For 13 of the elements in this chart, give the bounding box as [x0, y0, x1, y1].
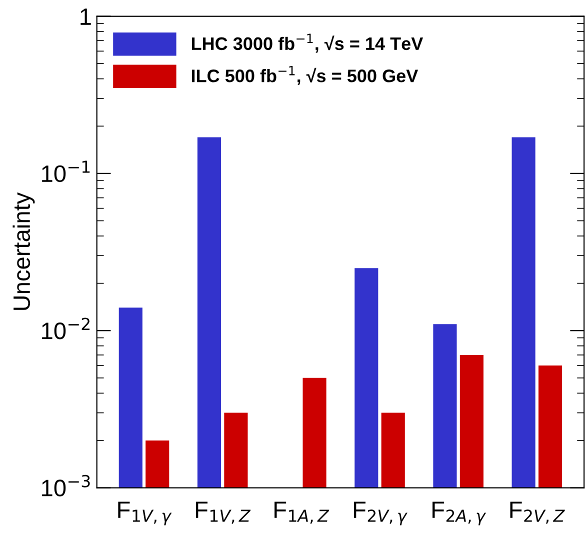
x-tick-label: F$_{2A,γ}$ [432, 502, 486, 526]
y-tick-label: 10$^{−2}$ [42, 318, 90, 340]
x-tick-label: F$_{2V,Z}$ [510, 502, 565, 524]
legend-label: LHC 3000 fb$^{−1}$, √s = 14 TeV [192, 34, 424, 53]
x-tick-label: F$_{1A,Z}$ [274, 502, 330, 524]
y-axis-title: Uncertainty [12, 192, 35, 310]
y-tick-label: 10$^{−3}$ [42, 474, 90, 496]
x-tick-label: F$_{2V,γ}$ [354, 502, 408, 526]
y-tick-label: 1 [80, 8, 91, 25]
y-tick-label: 10$^{−1}$ [42, 160, 90, 182]
legend-label: ILC 500 fb$^{−1}$, √s = 500 GeV [192, 66, 418, 85]
x-tick-label: F$_{1V,γ}$ [118, 502, 172, 526]
x-tick-label: F$_{1V,Z}$ [196, 502, 251, 524]
